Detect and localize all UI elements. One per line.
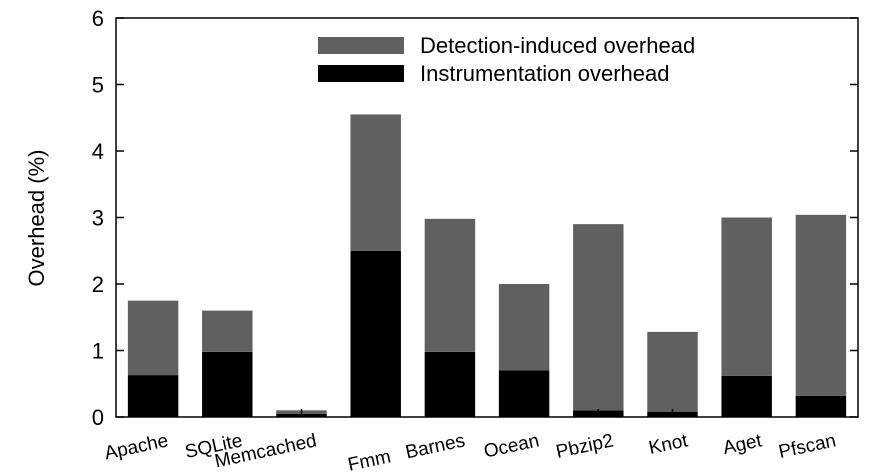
y-axis: 0 1 2 3 4 5 6 — [92, 6, 858, 430]
bar-pfscan-series-0 — [795, 395, 847, 417]
bar-apache-series-1 — [127, 300, 179, 376]
bar-barnes-series-1 — [424, 218, 476, 352]
legend-swatch-0 — [318, 37, 404, 54]
bars-group — [127, 114, 847, 417]
x-tick-label-pfscan: Pfscan — [777, 430, 838, 463]
bar-aget-series-1 — [721, 217, 772, 376]
y-tick-label: 3 — [92, 206, 104, 231]
legend-label-1: Instrumentation overhead — [420, 61, 670, 86]
legend: Detection-induced overhead Instrumentatio… — [318, 33, 695, 86]
legend-swatch-1 — [318, 65, 404, 82]
legend-label-0: Detection-induced overhead — [420, 33, 695, 58]
y-axis-title: Overhead (%) — [24, 150, 49, 287]
x-tick-label-apache: Apache — [103, 430, 170, 464]
bar-fmm-series-1 — [350, 114, 401, 251]
bar-fmm-series-0 — [350, 250, 401, 417]
y-tick-label: 6 — [92, 6, 104, 31]
y-tick-label: 5 — [92, 73, 104, 98]
x-tick-label-fmm: Fmm — [346, 446, 393, 474]
x-tick-label-barnes: Barnes — [404, 430, 467, 463]
bar-pfscan-series-1 — [795, 214, 847, 396]
x-tick-label-aget: Aget — [721, 430, 764, 459]
x-tick-label-ocean: Ocean — [482, 430, 541, 462]
bar-sqlite-series-0 — [202, 351, 253, 417]
bar-knot-series-1 — [647, 331, 698, 412]
bar-barnes-series-0 — [424, 351, 476, 417]
x-tick-label-pbzip2: Pbzip2 — [554, 430, 615, 463]
y-tick-label: 2 — [92, 272, 104, 297]
y-tick-label: 1 — [92, 339, 104, 364]
y-tick-label: 4 — [92, 139, 104, 164]
y-tick-label: 0 — [92, 405, 104, 430]
bar-pbzip2-series-1 — [573, 224, 624, 411]
bar-ocean-series-1 — [498, 284, 550, 371]
x-tick-label-knot: Knot — [647, 430, 690, 459]
bar-sqlite-series-1 — [202, 310, 253, 352]
